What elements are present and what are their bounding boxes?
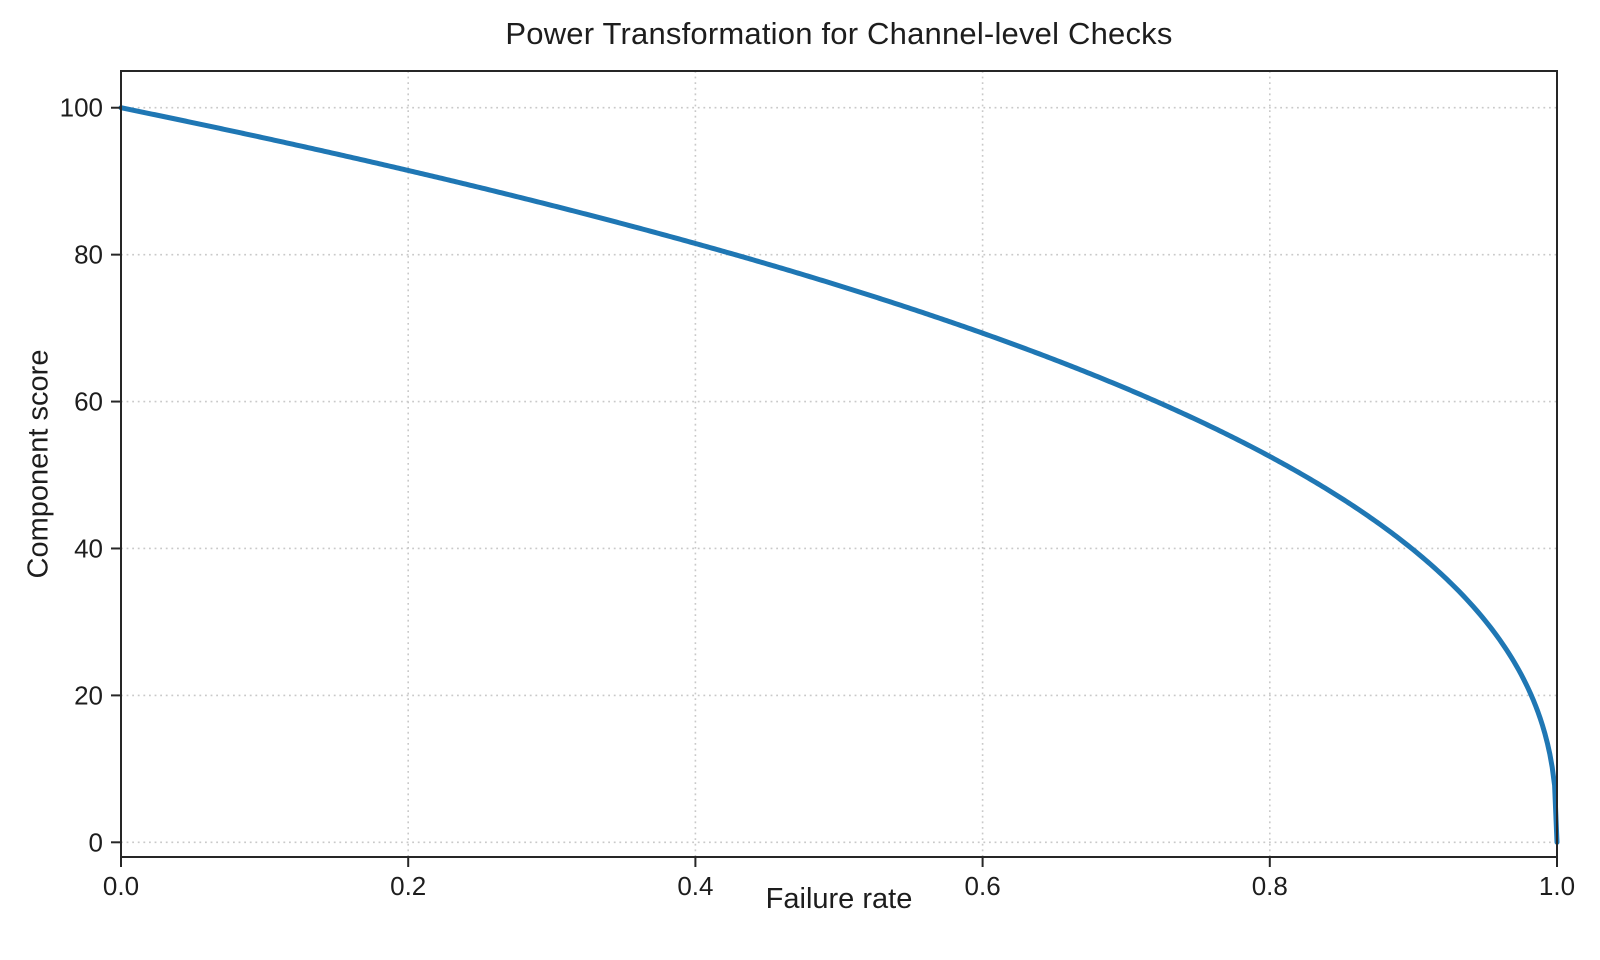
y-axis-label: Component score — [22, 349, 55, 579]
x-tick-label: 1.0 — [1539, 871, 1575, 901]
x-axis-label: Failure rate — [765, 883, 913, 915]
x-tick-label: 0.0 — [103, 871, 139, 901]
chart-title: Power Transformation for Channel-level C… — [505, 16, 1173, 51]
x-tick-label: 0.2 — [390, 871, 426, 901]
y-tick-label: 20 — [74, 680, 103, 710]
y-tick-label: 100 — [60, 93, 103, 123]
y-tick-label: 80 — [74, 240, 103, 270]
x-tick-label: 0.4 — [677, 871, 713, 901]
plot-border — [120, 70, 1558, 858]
y-tick-label: 40 — [74, 533, 103, 563]
y-tick-label: 0 — [89, 827, 103, 857]
x-tick-label: 0.8 — [1252, 871, 1288, 901]
y-tick-label: 60 — [74, 387, 103, 417]
curve-component-score-curve — [118, 105, 1560, 845]
x-tick-label: 0.6 — [965, 871, 1001, 901]
